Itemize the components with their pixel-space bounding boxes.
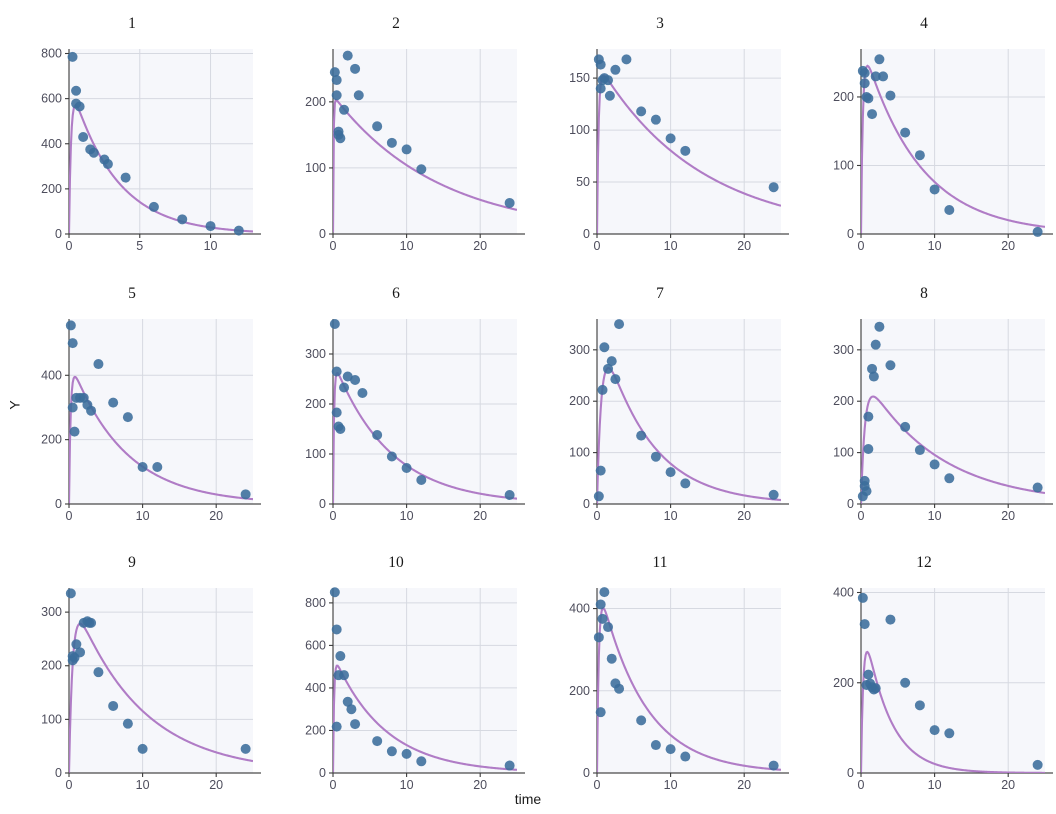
svg-text:8: 8 [920, 285, 928, 302]
svg-text:0: 0 [847, 227, 854, 241]
svg-text:10: 10 [400, 509, 414, 523]
svg-text:20: 20 [737, 509, 751, 523]
svg-text:10: 10 [400, 239, 414, 253]
svg-text:100: 100 [305, 447, 326, 461]
svg-text:0: 0 [847, 766, 854, 780]
svg-text:10: 10 [388, 554, 404, 571]
svg-text:10: 10 [664, 239, 678, 253]
svg-text:0: 0 [66, 239, 73, 253]
svg-text:200: 200 [833, 676, 854, 690]
svg-text:200: 200 [41, 659, 62, 673]
svg-text:400: 400 [41, 368, 62, 382]
svg-text:0: 0 [847, 497, 854, 511]
svg-text:10: 10 [136, 509, 150, 523]
svg-text:50: 50 [576, 175, 590, 189]
svg-text:200: 200 [833, 90, 854, 104]
svg-text:0: 0 [319, 766, 326, 780]
svg-text:20: 20 [1001, 239, 1015, 253]
svg-text:300: 300 [305, 347, 326, 361]
svg-text:200: 200 [305, 397, 326, 411]
svg-text:4: 4 [920, 15, 928, 32]
svg-text:5: 5 [128, 285, 136, 302]
svg-text:0: 0 [594, 509, 601, 523]
svg-text:100: 100 [833, 158, 854, 172]
svg-text:600: 600 [305, 639, 326, 653]
svg-text:0: 0 [66, 509, 73, 523]
svg-text:0: 0 [583, 766, 590, 780]
svg-text:200: 200 [569, 684, 590, 698]
svg-text:600: 600 [41, 92, 62, 106]
svg-text:0: 0 [583, 497, 590, 511]
svg-text:200: 200 [41, 182, 62, 196]
svg-text:5: 5 [136, 239, 143, 253]
svg-text:3: 3 [656, 15, 664, 32]
svg-text:0: 0 [858, 239, 865, 253]
svg-text:100: 100 [569, 123, 590, 137]
svg-text:0: 0 [319, 227, 326, 241]
svg-text:11: 11 [653, 554, 668, 571]
svg-text:20: 20 [473, 239, 487, 253]
svg-text:300: 300 [41, 605, 62, 619]
svg-text:6: 6 [392, 285, 400, 302]
svg-text:0: 0 [55, 766, 62, 780]
svg-text:0: 0 [594, 239, 601, 253]
svg-text:400: 400 [41, 137, 62, 151]
svg-text:400: 400 [569, 602, 590, 616]
svg-text:200: 200 [569, 394, 590, 408]
svg-text:800: 800 [41, 47, 62, 61]
svg-text:300: 300 [833, 342, 854, 356]
svg-text:100: 100 [569, 445, 590, 459]
svg-text:0: 0 [55, 497, 62, 511]
svg-text:200: 200 [833, 394, 854, 408]
svg-text:9: 9 [128, 554, 136, 571]
svg-text:150: 150 [569, 71, 590, 85]
svg-text:20: 20 [1001, 509, 1015, 523]
svg-text:0: 0 [583, 227, 590, 241]
svg-text:800: 800 [305, 596, 326, 610]
svg-text:100: 100 [833, 445, 854, 459]
svg-text:400: 400 [833, 586, 854, 600]
svg-text:20: 20 [473, 509, 487, 523]
svg-text:200: 200 [305, 95, 326, 109]
svg-text:10: 10 [928, 239, 942, 253]
svg-text:20: 20 [209, 509, 223, 523]
svg-text:100: 100 [305, 161, 326, 175]
svg-text:20: 20 [737, 239, 751, 253]
svg-text:400: 400 [305, 681, 326, 695]
svg-text:0: 0 [319, 497, 326, 511]
svg-text:10: 10 [928, 509, 942, 523]
svg-text:200: 200 [41, 432, 62, 446]
svg-text:200: 200 [305, 724, 326, 738]
svg-text:1: 1 [128, 15, 136, 32]
svg-text:10: 10 [664, 509, 678, 523]
svg-text:0: 0 [330, 509, 337, 523]
svg-text:0: 0 [858, 509, 865, 523]
svg-text:0: 0 [55, 227, 62, 241]
svg-text:100: 100 [41, 713, 62, 727]
svg-text:300: 300 [569, 342, 590, 356]
svg-text:12: 12 [916, 554, 931, 571]
svg-text:0: 0 [330, 239, 337, 253]
svg-text:10: 10 [204, 239, 218, 253]
svg-text:2: 2 [392, 15, 400, 32]
svg-text:7: 7 [656, 285, 664, 302]
